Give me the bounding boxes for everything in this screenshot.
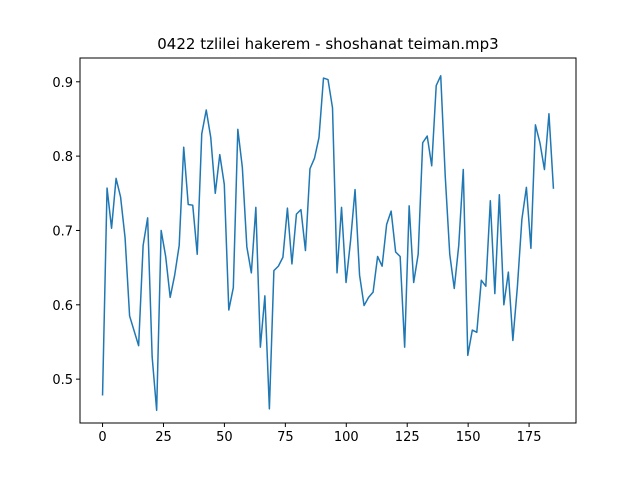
chart-title: 0422 tzlilei hakerem - shoshanat teiman.… [157,35,498,53]
line-series [101,75,555,412]
x-tick-label: 125 [395,430,420,445]
x-tick-label: 0 [98,430,106,445]
y-tick-label: 0.6 [52,299,73,314]
x-tick-label: 25 [155,430,172,445]
axes-frame [79,57,577,424]
x-tick-label: 175 [517,430,542,445]
x-tick-label: 150 [456,430,481,445]
y-tick-label: 0.9 [52,76,73,91]
y-tick-label: 0.7 [52,224,73,239]
y-tick-label: 0.8 [52,150,73,165]
y-tick-label: 0.5 [52,373,73,388]
x-tick-label: 75 [277,430,294,445]
x-tick-label: 100 [334,430,359,445]
x-tick-label: 50 [216,430,233,445]
